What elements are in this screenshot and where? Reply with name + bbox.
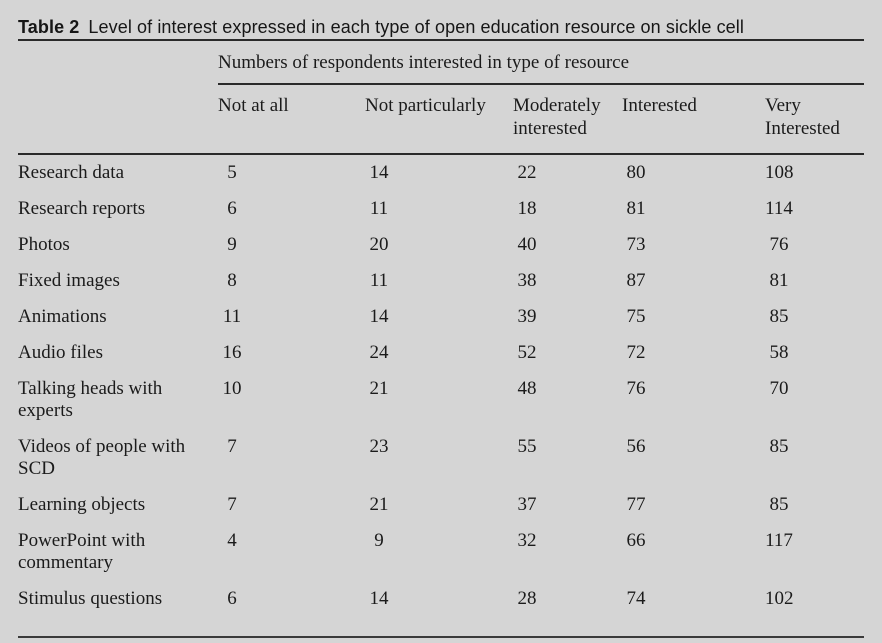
cell-value: 6: [227, 588, 237, 609]
cell-value: 9: [374, 530, 384, 551]
table-row: Learning objects 7 21 37 77 85: [18, 487, 864, 523]
table-caption-text: Level of interest expressed in each type…: [88, 17, 744, 37]
cell-value: 66: [626, 530, 646, 551]
row-label: Stimulus questions: [18, 588, 163, 609]
cell-value: 80: [626, 162, 646, 183]
cell-value: 81: [626, 198, 646, 219]
cell-value: 4: [227, 530, 237, 551]
table-row: PowerPoint with commentary 4 9 32 66 117: [18, 523, 864, 581]
cell-value: 7: [227, 436, 237, 457]
cell-value: 87: [626, 270, 646, 291]
cell-value: 37: [517, 494, 537, 515]
table-row: Animations 11 14 39 75 85: [18, 299, 864, 335]
row-label: Photos: [18, 234, 70, 255]
table-row: Talking heads with experts 10 21 48 76 70: [18, 371, 864, 429]
table-span-header-row: Numbers of respondents interested in typ…: [18, 41, 864, 85]
cell-value: 18: [517, 198, 537, 219]
cell-value: 56: [626, 436, 646, 457]
row-label: Learning objects: [18, 494, 146, 515]
cell-value: 72: [626, 342, 646, 363]
row-label: Research reports: [18, 198, 146, 219]
table-row: Research data 5 14 22 80 108: [18, 155, 864, 191]
table-top-rule: [18, 39, 864, 41]
cell-value: 75: [626, 306, 646, 327]
table-row: Photos 9 20 40 73 76: [18, 227, 864, 263]
row-label: Audio files: [18, 342, 103, 363]
column-header: Interested: [622, 95, 697, 116]
cell-value: 9: [227, 234, 237, 255]
cell-value: 14: [369, 162, 389, 183]
cell-value: 77: [626, 494, 646, 515]
cell-value: 16: [222, 342, 242, 363]
cell-value: 40: [517, 234, 537, 255]
cell-value: 11: [222, 306, 242, 327]
row-label: Animations: [18, 306, 107, 327]
cell-value: 73: [626, 234, 646, 255]
cell-value: 102: [765, 588, 794, 609]
table-bottom-rule: [18, 636, 864, 638]
table-row: Audio files 16 24 52 72 58: [18, 335, 864, 371]
cell-value: 10: [222, 378, 242, 399]
cell-value: 85: [769, 494, 789, 515]
cell-value: 24: [369, 342, 389, 363]
cell-value: 39: [517, 306, 537, 327]
cell-value: 48: [517, 378, 537, 399]
cell-value: 85: [769, 436, 789, 457]
table-caption: Table 2 Level of interest expressed in ea…: [18, 0, 864, 39]
cell-value: 5: [227, 162, 237, 183]
cell-value: 20: [369, 234, 389, 255]
cell-value: 22: [517, 162, 537, 183]
cell-value: 6: [227, 198, 237, 219]
cell-value: 14: [369, 306, 389, 327]
cell-value: 23: [369, 436, 389, 457]
column-header: Not at all: [218, 95, 289, 116]
cell-value: 117: [765, 530, 793, 551]
table-caption-number: Table 2: [18, 17, 80, 37]
row-label: PowerPoint with commentary: [18, 530, 146, 573]
cell-value: 14: [369, 588, 389, 609]
cell-value: 70: [769, 378, 789, 399]
column-header: Not particularly: [365, 95, 486, 116]
table-row: Research reports 6 11 18 81 114: [18, 191, 864, 227]
cell-value: 11: [369, 198, 389, 219]
cell-value: 74: [626, 588, 646, 609]
table-row: Videos of people with SCD 7 23 55 56 85: [18, 429, 864, 487]
cell-value: 76: [769, 234, 789, 255]
cell-value: 52: [517, 342, 537, 363]
cell-value: 58: [769, 342, 789, 363]
cell-value: 38: [517, 270, 537, 291]
table-row: Stimulus questions 6 14 28 74 102: [18, 581, 864, 617]
table-header-row: Not at all Not particularly Moderately i…: [18, 85, 864, 153]
cell-value: 8: [227, 270, 237, 291]
cell-value: 85: [769, 306, 789, 327]
cell-value: 28: [517, 588, 537, 609]
cell-value: 21: [369, 378, 389, 399]
column-header-spacer: [18, 94, 218, 140]
cell-value: 55: [517, 436, 537, 457]
cell-value: 108: [765, 162, 794, 183]
row-label: Research data: [18, 162, 125, 183]
cell-value: 81: [769, 270, 789, 291]
column-header: Very Interested: [765, 95, 840, 139]
cell-value: 76: [626, 378, 646, 399]
row-label: Talking heads with experts: [18, 378, 163, 421]
cell-value: 32: [517, 530, 537, 551]
row-label: Videos of people with SCD: [18, 436, 186, 479]
column-header: Moderately interested: [513, 95, 601, 139]
table-row: Fixed images 8 11 38 87 81: [18, 263, 864, 299]
span-header: Numbers of respondents interested in typ…: [218, 41, 864, 85]
span-header-spacer: [18, 41, 218, 85]
cell-value: 21: [369, 494, 389, 515]
table-body: Research data 5 14 22 80 108 Research reports 6…: [18, 153, 864, 617]
cell-value: 7: [227, 494, 237, 515]
row-label: Fixed images: [18, 270, 120, 291]
cell-value: 11: [369, 270, 389, 291]
cell-value: 114: [765, 198, 793, 219]
